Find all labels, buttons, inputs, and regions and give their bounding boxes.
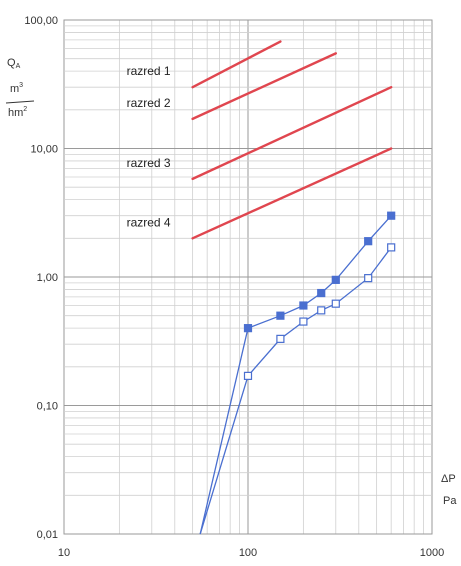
x-tick-label: 1000 xyxy=(420,547,444,559)
grid xyxy=(63,19,433,535)
series-point-open xyxy=(276,334,285,343)
series-point-open xyxy=(317,306,326,315)
series-group xyxy=(199,211,396,535)
class-line xyxy=(191,52,337,121)
x-tick-label: 100 xyxy=(239,547,257,559)
series-line xyxy=(199,247,392,535)
y-label-denominator: hm2 xyxy=(8,106,27,119)
y-label-numerator: m3 xyxy=(10,82,23,95)
series-point-filled xyxy=(331,275,340,284)
series-point-filled xyxy=(387,211,396,220)
series-point-open xyxy=(387,243,396,252)
series-point-filled xyxy=(364,237,373,246)
class-line xyxy=(191,40,282,89)
class-lines: razred 1 razred 2 razred 3 razred 4 xyxy=(127,40,393,240)
y-label-q: QA xyxy=(7,57,21,70)
x-label-unit: Pa xyxy=(443,495,457,507)
series-point-open xyxy=(299,317,308,326)
x-axis-label: ΔP Pa xyxy=(441,473,457,507)
series-point-filled xyxy=(317,288,326,298)
tick-labels: 10 100 1000 0,01 0,10 1,00 10,00 100,00 xyxy=(24,15,444,559)
x-label-delta: ΔP xyxy=(441,473,456,485)
class-label: razred 3 xyxy=(127,156,171,170)
class-label: razred 2 xyxy=(127,96,171,110)
y-axis-label: QA m3 hm2 xyxy=(5,57,35,119)
class-line xyxy=(191,147,393,240)
class-label: razred 4 xyxy=(127,215,171,229)
series-point-filled xyxy=(243,324,253,333)
y-tick-label: 1,00 xyxy=(37,272,58,284)
class-label: razred 1 xyxy=(127,64,171,78)
y-tick-label: 100,00 xyxy=(24,15,58,27)
series-point-open xyxy=(331,299,340,308)
series-point-open xyxy=(364,274,373,283)
class-line xyxy=(191,85,393,181)
y-tick-label: 0,01 xyxy=(37,529,58,541)
y-tick-label: 0,10 xyxy=(37,401,58,413)
y-tick-label: 10,00 xyxy=(30,144,58,156)
x-tick-label: 10 xyxy=(58,547,70,559)
series-point-filled xyxy=(276,311,285,320)
y-label-fraction-bar xyxy=(5,100,35,104)
series-line xyxy=(199,215,392,535)
series-point-open xyxy=(243,371,253,380)
series-point-filled xyxy=(299,301,308,310)
